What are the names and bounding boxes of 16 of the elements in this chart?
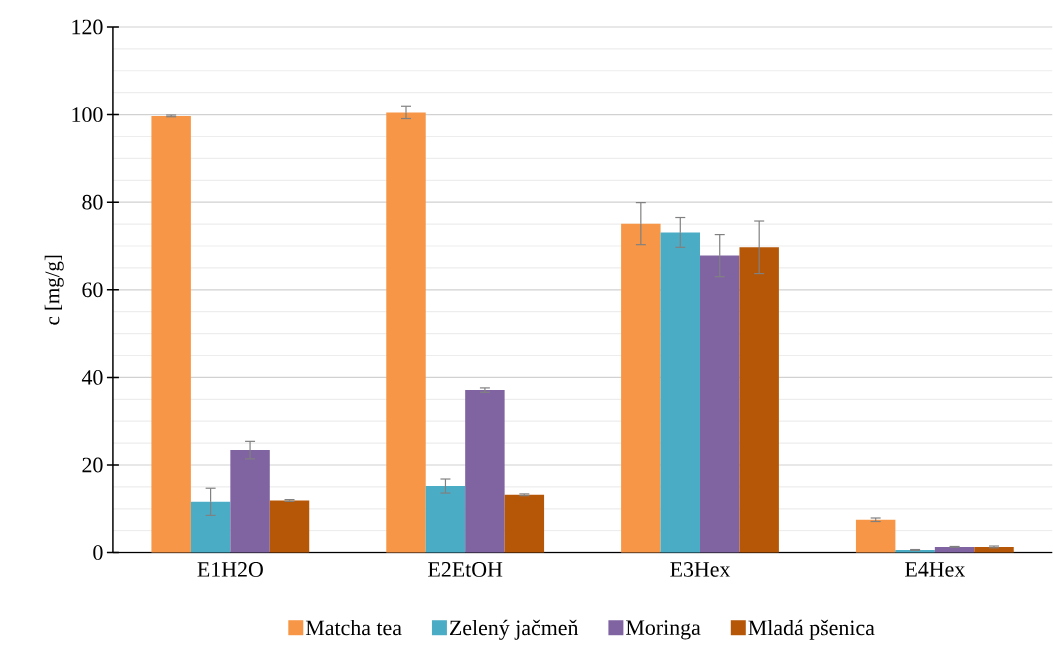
legend-label: Moringa bbox=[626, 620, 701, 640]
y-tick-label: 100 bbox=[72, 107, 103, 123]
y-axis-title: c [mg/g] bbox=[44, 255, 64, 325]
y-tick-label: 20 bbox=[82, 457, 103, 473]
y-tick-label: 80 bbox=[82, 195, 103, 210]
legend-label: Mladá pšenica bbox=[748, 620, 875, 640]
y-tick-label: 120 bbox=[72, 19, 103, 35]
x-tick-label: E2EtOH bbox=[428, 562, 503, 578]
x-tick-label: E4Hex bbox=[905, 562, 965, 577]
y-tick-label: 40 bbox=[81, 370, 103, 386]
y-tick-label: 0 bbox=[93, 545, 103, 561]
legend-label: Matcha tea bbox=[305, 620, 402, 636]
x-tick-label: E1H2O bbox=[197, 562, 263, 578]
legend-label: Zelený jačmeň bbox=[449, 620, 579, 641]
x-tick-label: E3Hex bbox=[670, 562, 731, 578]
y-tick-label: 60 bbox=[82, 282, 103, 298]
